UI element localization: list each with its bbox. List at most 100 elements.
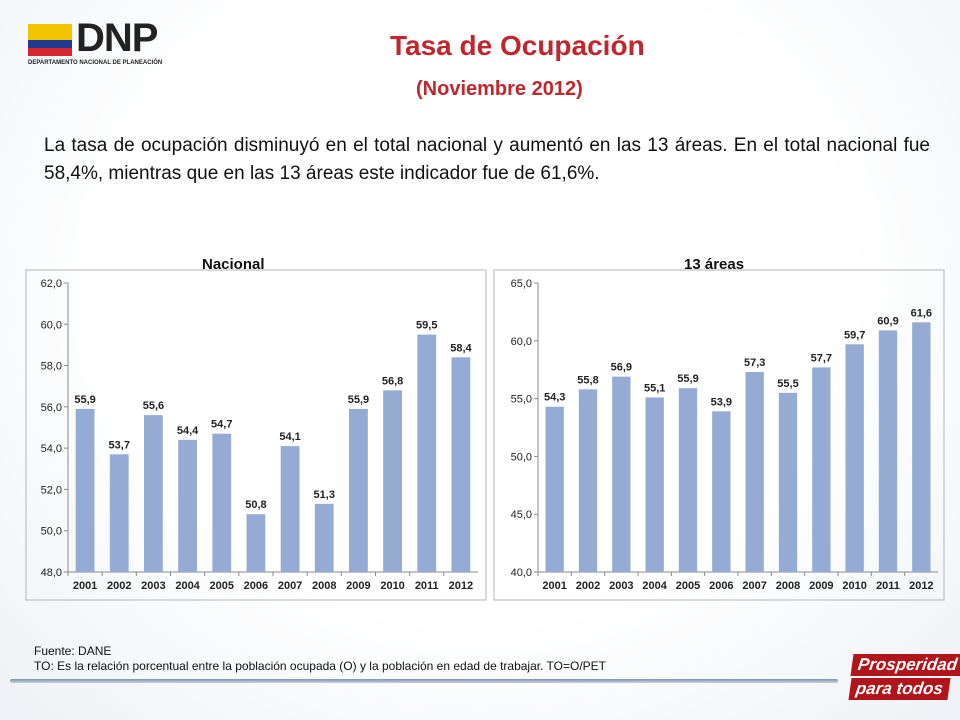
- x-tick-label: 2010: [842, 580, 866, 592]
- y-tick-label: 65,0: [511, 278, 532, 290]
- y-tick-label: 56,0: [41, 402, 62, 414]
- bar: [75, 408, 95, 572]
- bar: [645, 397, 664, 572]
- chart-title: 13 áreas: [684, 256, 745, 273]
- logo-subtitle: DEPARTAMENTO NACIONAL DE PLANEACIÓN: [28, 60, 163, 66]
- x-tick-label: 2012: [909, 580, 933, 592]
- data-label: 60,9: [877, 315, 898, 327]
- x-tick-label: 2004: [642, 580, 667, 592]
- y-tick-label: 62,0: [41, 278, 62, 290]
- data-label: 59,5: [416, 320, 437, 332]
- data-label: 57,3: [744, 357, 765, 369]
- badge-line1: Prosperidad: [850, 654, 960, 676]
- bar: [578, 389, 598, 572]
- data-label: 55,6: [143, 400, 164, 412]
- bar: [417, 334, 437, 572]
- bar: [349, 408, 368, 572]
- data-label: 50,8: [245, 499, 266, 511]
- data-label: 55,1: [644, 382, 665, 394]
- footer: Fuente: DANE TO: Es la relación porcentu…: [34, 644, 606, 674]
- dnp-logo: DNP DEPARTAMENTO NACIONAL DE PLANEACIÓN: [28, 16, 188, 72]
- x-tick-label: 2005: [210, 580, 234, 592]
- prosperidad-logo: Prosperidad para todos: [846, 654, 960, 708]
- y-tick-label: 50,0: [511, 451, 532, 463]
- x-tick-label: 2002: [576, 580, 600, 592]
- bar: [812, 367, 831, 572]
- bar: [545, 406, 564, 572]
- bar: [178, 439, 197, 572]
- data-label: 55,5: [777, 378, 798, 390]
- x-tick-label: 2003: [141, 580, 165, 592]
- chart-frame: [25, 269, 487, 601]
- data-label: 56,9: [611, 362, 632, 374]
- x-tick-label: 2011: [415, 580, 439, 592]
- y-tick-label: 60,0: [41, 319, 62, 331]
- data-label: 55,9: [677, 373, 698, 385]
- y-tick-label: 50,0: [41, 526, 62, 538]
- bar: [451, 357, 471, 572]
- bar: [745, 372, 764, 572]
- y-tick-label: 58,0: [41, 361, 62, 373]
- x-tick-label: 2008: [776, 580, 800, 592]
- data-label: 53,9: [711, 396, 732, 408]
- x-tick-label: 2001: [73, 580, 97, 592]
- x-tick-label: 2009: [346, 580, 370, 592]
- bar: [144, 415, 163, 572]
- bar: [778, 392, 798, 572]
- bar: [845, 344, 864, 572]
- chart-svg: 48,0 50,0 52,0 54,0 56,0 58,0 60,0 62,0 55,9 2001…: [25, 269, 487, 601]
- data-label: 54,3: [544, 392, 565, 404]
- bar: [212, 433, 232, 572]
- bar: [314, 503, 334, 572]
- x-tick-label: 2008: [312, 580, 336, 592]
- x-tick-label: 2001: [542, 580, 566, 592]
- bar: [109, 454, 129, 572]
- y-tick-label: 40,0: [511, 567, 532, 579]
- x-tick-label: 2009: [809, 580, 833, 592]
- source-note: Fuente: DANE: [34, 644, 112, 658]
- chart-nacional: Nacional 48,0 50,0 52,0 54,0 56,0 58,0 60,0 62,…: [20, 256, 490, 606]
- footer-divider: [10, 679, 838, 683]
- data-label: 54,4: [177, 425, 199, 437]
- definition-note: TO: Es la relación porcentual entre la p…: [34, 659, 607, 673]
- y-tick-label: 48,0: [41, 567, 62, 579]
- data-label: 55,9: [348, 394, 369, 406]
- chart-13-areas: 13 áreas 40,0 45,0 50,0 55,0 60,0 65,0 54,3 200…: [488, 256, 948, 606]
- x-tick-label: 2012: [449, 580, 473, 592]
- data-label: 59,7: [844, 329, 865, 341]
- data-label: 58,4: [450, 342, 472, 354]
- x-tick-label: 2007: [278, 580, 302, 592]
- chart-title: Nacional: [202, 256, 265, 273]
- data-label: 54,1: [279, 431, 300, 443]
- y-tick-label: 60,0: [511, 336, 532, 348]
- data-label: 55,9: [74, 394, 95, 406]
- data-label: 61,6: [911, 307, 932, 319]
- x-tick-label: 2006: [709, 580, 733, 592]
- bar: [280, 446, 300, 572]
- data-label: 55,8: [577, 374, 598, 386]
- bar: [878, 330, 898, 572]
- colombia-flag-icon: [28, 24, 72, 56]
- bar: [678, 388, 698, 572]
- bar: [246, 514, 266, 572]
- x-tick-label: 2002: [107, 580, 131, 592]
- y-tick-label: 45,0: [511, 509, 532, 521]
- bar: [912, 322, 931, 572]
- bar: [712, 411, 731, 572]
- data-label: 57,7: [811, 352, 832, 364]
- x-tick-label: 2004: [175, 580, 200, 592]
- x-tick-label: 2010: [380, 580, 404, 592]
- y-tick-label: 52,0: [41, 484, 62, 496]
- data-label: 51,3: [314, 489, 335, 501]
- x-tick-label: 2007: [742, 580, 766, 592]
- page-title: Tasa de Ocupación: [390, 30, 645, 61]
- logo-text: DNP: [76, 16, 158, 60]
- x-tick-label: 2005: [676, 580, 700, 592]
- y-tick-label: 54,0: [41, 443, 62, 455]
- x-tick-label: 2011: [876, 580, 900, 592]
- data-label: 54,7: [211, 419, 232, 431]
- bar: [383, 390, 402, 572]
- page-subtitle: (Noviembre 2012): [416, 78, 583, 100]
- y-tick-label: 55,0: [511, 394, 532, 406]
- data-label: 53,7: [109, 439, 130, 451]
